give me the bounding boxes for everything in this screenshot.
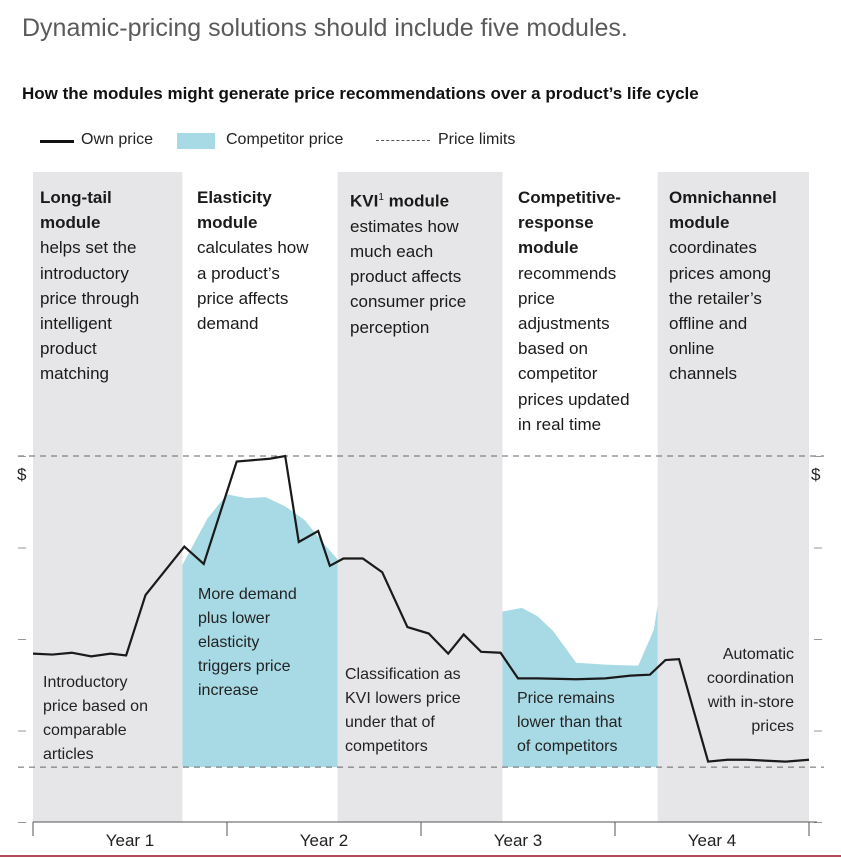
module-elasticity-description: calculates how a product’s price affects de… bbox=[197, 238, 309, 334]
module-omnichannel-description: coordinates prices among the retailer’s off… bbox=[669, 238, 772, 384]
kvi-footnote-marker: 1 bbox=[378, 192, 384, 203]
module-kvi-description: estimates how much each product affects con… bbox=[350, 216, 467, 337]
competitor-price-area bbox=[182, 494, 658, 768]
module-competitive-response-name: Competitive-response module bbox=[518, 188, 621, 258]
legend-price-limits-swatch bbox=[376, 140, 430, 141]
module-band-2 bbox=[337, 172, 503, 822]
competitor-price-area-1 bbox=[502, 605, 658, 768]
module-band-4 bbox=[657, 172, 809, 822]
own-price-series bbox=[32, 454, 810, 763]
module-omnichannel-name: Omnichannel module bbox=[669, 188, 777, 233]
headline: Dynamic-pricing solutions should include… bbox=[22, 14, 628, 42]
y-axis-label-right: $ bbox=[811, 465, 821, 484]
own-price-line bbox=[32, 454, 810, 763]
module-band-0 bbox=[33, 172, 183, 822]
module-long-tail-description: helps set the introductory price through in… bbox=[40, 238, 140, 384]
module-elasticity-name: Elasticity module bbox=[197, 188, 272, 233]
legend-price-limits-label: Price limits bbox=[438, 131, 516, 148]
module-long-tail: Long-tail module helps set the introductor… bbox=[40, 185, 139, 387]
legend-own-price-label: Own price bbox=[81, 131, 154, 148]
module-competitive-response-description: recommends price adjustments based on compet… bbox=[518, 263, 630, 434]
annotation-more-demand: More demand plus lower elasticity triggers … bbox=[198, 586, 297, 699]
x-tick-label-year-3: Year 3 bbox=[494, 831, 543, 850]
module-competitive-response: Competitive-response module recommends pri… bbox=[518, 185, 630, 437]
annotation-price-remains-lower: Price remains lower than that of competito… bbox=[517, 690, 622, 755]
x-axis: Year 1 Year 2 Year 3 Year 4 bbox=[0, 821, 841, 857]
y-axis-label-left: $ bbox=[17, 465, 27, 484]
legend-own-price-swatch bbox=[40, 140, 74, 143]
price-limit-lines bbox=[18, 455, 824, 768]
chart-subtitle: How the modules might generate price rec… bbox=[22, 84, 699, 103]
y-axis-ticks bbox=[18, 456, 822, 823]
module-omnichannel: Omnichannel module coordinates prices amon… bbox=[669, 185, 777, 387]
module-kvi: KVI1 module estimates how much each produc… bbox=[350, 185, 466, 340]
x-tick-label-year-2: Year 2 bbox=[300, 831, 349, 850]
legend-competitor-price-swatch bbox=[177, 133, 215, 149]
module-elasticity: Elasticity module calculates how a product… bbox=[197, 185, 309, 336]
annotation-automatic-coordination: Automatic coordination with in-store prices bbox=[706, 646, 794, 735]
competitor-price-area-0 bbox=[182, 494, 338, 768]
module-bands bbox=[33, 172, 809, 822]
module-kvi-name: KVI1 module bbox=[350, 191, 450, 211]
x-tick-label-year-4: Year 4 bbox=[688, 831, 737, 850]
annotation-introductory-price: Introductory price based on comparable arti… bbox=[43, 674, 148, 763]
module-long-tail-name: Long-tail module bbox=[40, 188, 112, 233]
x-tick-label-year-1: Year 1 bbox=[106, 831, 155, 850]
legend-competitor-price-label: Competitor price bbox=[226, 131, 344, 148]
annotation-kvi-classification: Classification as KVI lowers price under t… bbox=[345, 666, 461, 755]
